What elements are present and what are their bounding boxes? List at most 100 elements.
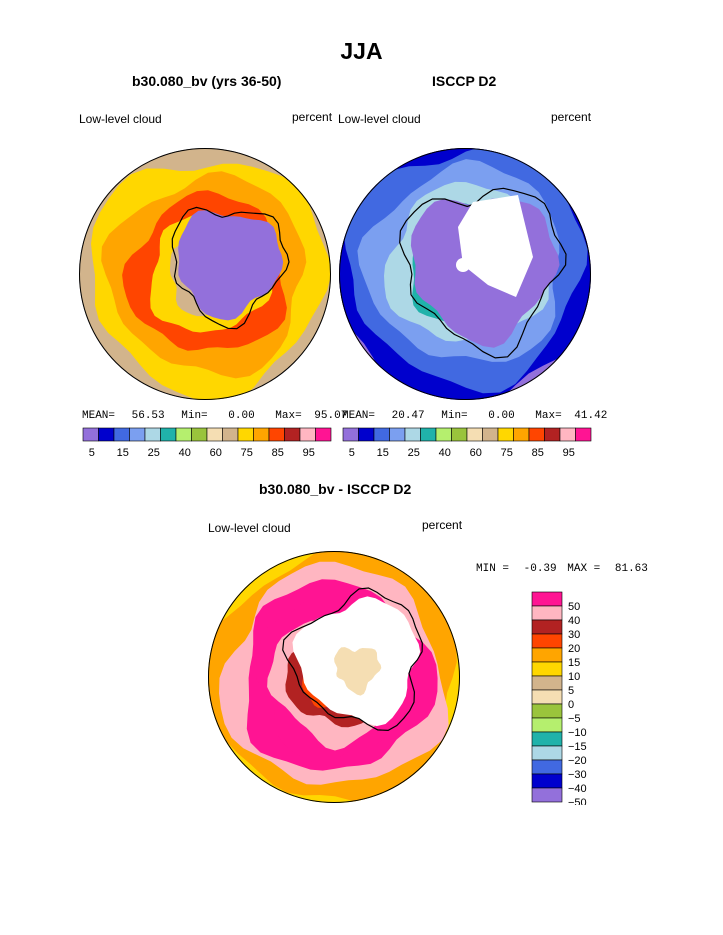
model-mean-label: MEAN= <box>82 410 116 422</box>
diff-map-boundary <box>208 551 460 803</box>
model-min-value: 0.00 <box>228 410 255 422</box>
diff-colorbar-swatch-3 <box>531 633 563 649</box>
model-mean-value: 56.53 <box>131 410 165 422</box>
diff-max-value: 81.63 <box>614 563 648 575</box>
model-colorbar-tick: 15 <box>117 447 129 459</box>
obs-coastline <box>399 187 567 359</box>
model-polar-map <box>79 148 331 400</box>
obs-colorbar-swatch-14 <box>559 427 576 442</box>
model-colorbar-tick: 60 <box>210 447 222 459</box>
obs-min-label: Min= <box>441 410 468 422</box>
model-colorbar-swatch-10 <box>237 427 254 442</box>
model-colorbar-tick: 75 <box>241 447 253 459</box>
model-variable-label: Low-level cloud <box>79 112 162 126</box>
obs-stats: MEAN= 20.47 Min= 0.00 Max= 41.42 <box>342 410 607 422</box>
diff-colorbar-swatch-12 <box>531 759 563 775</box>
model-map-boundary <box>79 148 331 400</box>
obs-colorbar-swatch-15 <box>575 427 592 442</box>
model-panel-title: b30.080_bv (yrs 36-50) <box>132 73 282 89</box>
model-colorbar-swatch-7 <box>191 427 208 442</box>
diff-colorbar-swatch-2 <box>531 619 563 635</box>
obs-colorbar-swatch-10 <box>497 427 514 442</box>
model-colorbar-swatch-6 <box>175 427 192 442</box>
model-colorbar: 5 15 25 40 60 75 85 95 <box>82 427 332 459</box>
diff-colorbar-swatch-5 <box>531 661 563 677</box>
obs-colorbar-swatch-8 <box>466 427 483 442</box>
model-colorbar-swatch-15 <box>315 427 332 442</box>
diff-colorbar-tick: 15 <box>568 657 580 669</box>
model-max-label: Max= <box>275 410 302 422</box>
diff-colorbar-swatch-4 <box>531 647 563 663</box>
model-colorbar-tick: 25 <box>148 447 160 459</box>
model-colorbar-swatch-4 <box>144 427 161 442</box>
diff-max-label: MAX = <box>567 563 601 575</box>
model-colorbar-swatch-14 <box>299 427 316 442</box>
model-colorbar-swatch-13 <box>284 427 301 442</box>
diff-colorbar-tick: −30 <box>568 769 587 781</box>
obs-polar-map <box>339 148 591 400</box>
obs-colorbar-swatch-1 <box>358 427 375 442</box>
page-title: JJA <box>340 38 383 64</box>
diff-colorbar-tick: −50 <box>568 797 587 805</box>
diff-colorbar-tick: −15 <box>568 741 587 753</box>
diff-colorbar-tick: 40 <box>568 615 580 627</box>
obs-colorbar-swatch-12 <box>528 427 545 442</box>
diff-colorbar-swatch-7 <box>531 689 563 705</box>
model-colorbar-tick: 95 <box>303 447 315 459</box>
obs-pole-hole <box>456 258 470 272</box>
diff-colorbar-swatch-13 <box>531 773 563 789</box>
diff-colorbar-swatch-10 <box>531 731 563 747</box>
obs-colorbar-tick: 75 <box>501 447 513 459</box>
obs-mean-label: MEAN= <box>342 410 376 422</box>
diff-stats: MIN = -0.39 MAX = 81.63 <box>476 563 648 575</box>
obs-colorbar-swatch-7 <box>451 427 468 442</box>
diff-colorbar-tick: 0 <box>568 699 574 711</box>
diff-colorbar-tick: −10 <box>568 727 587 739</box>
model-colorbar-swatch-2 <box>113 427 130 442</box>
model-max-value: 95.07 <box>314 410 348 422</box>
model-colorbar-tick: 85 <box>272 447 284 459</box>
diff-min-value: -0.39 <box>523 563 557 575</box>
obs-colorbar-tick: 5 <box>349 447 355 459</box>
obs-max-value: 41.42 <box>574 410 608 422</box>
obs-colorbar-swatch-3 <box>389 427 406 442</box>
diff-min-label: MIN = <box>476 563 510 575</box>
model-units-label: percent <box>292 110 333 124</box>
diff-near-zero-region <box>334 647 382 696</box>
diff-coastline <box>282 587 423 732</box>
diff-colorbar-swatch-6 <box>531 675 563 691</box>
model-colorbar-tick: 5 <box>89 447 95 459</box>
obs-panel-title: ISCCP D2 <box>432 73 497 89</box>
diff-colorbar-swatch-11 <box>531 745 563 761</box>
model-min-label: Min= <box>181 410 208 422</box>
model-colorbar-swatch-9 <box>222 427 239 442</box>
diff-panel-title: b30.080_bv - ISCCP D2 <box>259 481 412 497</box>
model-colorbar-swatch-8 <box>206 427 223 442</box>
obs-units-label: percent <box>551 110 592 124</box>
obs-colorbar-tick: 60 <box>470 447 482 459</box>
obs-variable-label: Low-level cloud <box>338 112 421 126</box>
model-colorbar-swatch-12 <box>268 427 285 442</box>
diff-variable-label: Low-level cloud <box>208 521 291 535</box>
obs-colorbar: 5 15 25 40 60 75 85 95 <box>342 427 592 459</box>
diff-colorbar-tick: −20 <box>568 755 587 767</box>
obs-colorbar-tick: 25 <box>408 447 420 459</box>
obs-missing-data-region <box>458 195 533 297</box>
model-coastline <box>171 206 290 330</box>
diff-colorbar-tick: 10 <box>568 671 580 683</box>
obs-map-boundary <box>339 148 591 400</box>
model-continent-core <box>178 210 284 321</box>
diff-colorbar-tick: 5 <box>568 685 574 697</box>
diff-units-label: percent <box>422 518 463 532</box>
diff-colorbar-swatch-1 <box>531 605 563 621</box>
obs-colorbar-swatch-4 <box>404 427 421 442</box>
diff-colorbar-tick: 30 <box>568 629 580 641</box>
model-colorbar-swatch-3 <box>129 427 146 442</box>
obs-mean-value: 20.47 <box>391 410 425 422</box>
obs-colorbar-swatch-11 <box>513 427 530 442</box>
diff-colorbar-swatch-9 <box>531 717 563 733</box>
obs-colorbar-swatch-5 <box>420 427 437 442</box>
obs-min-value: 0.00 <box>488 410 515 422</box>
diff-colorbar-tick: −5 <box>568 713 581 725</box>
